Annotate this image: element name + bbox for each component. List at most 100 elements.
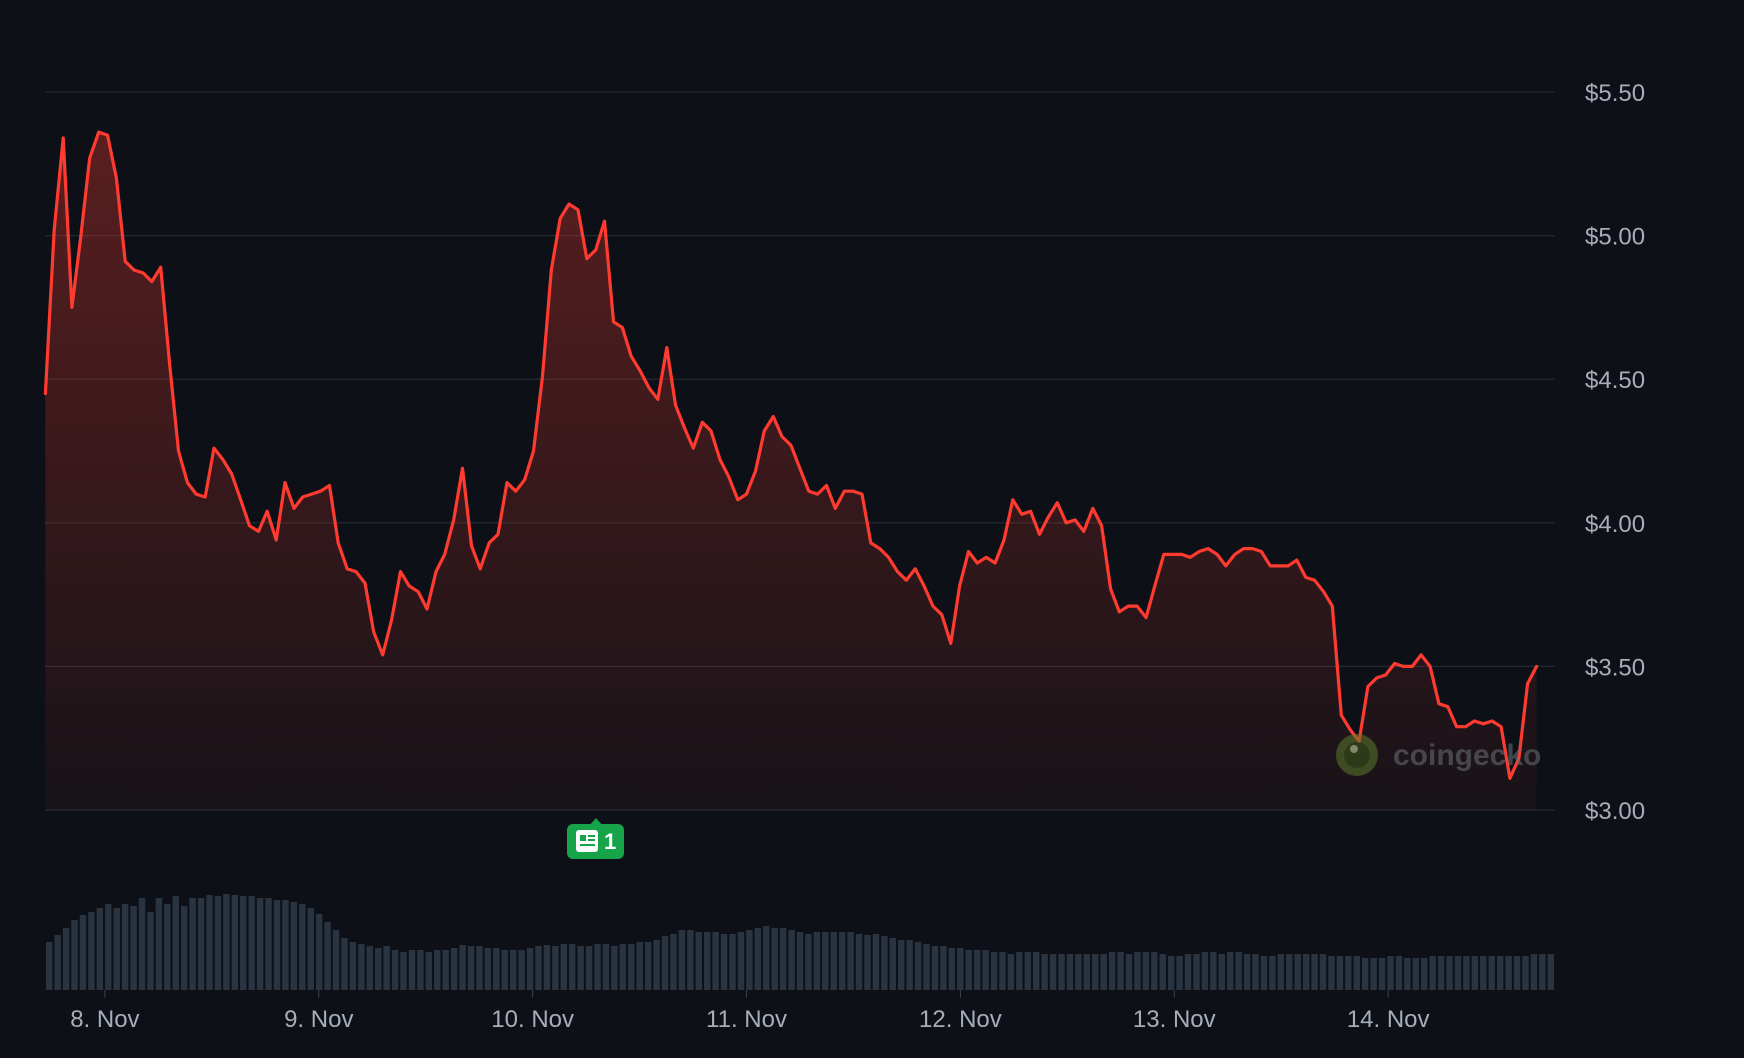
volume-bar (847, 932, 854, 990)
volume-bar (256, 898, 264, 990)
x-axis-tick-labels: 8. Nov 9. Nov 10. Nov 11. Nov 12. Nov 13. Nov… (70, 990, 1430, 1033)
volume-bar (1311, 954, 1318, 990)
volume-bar (543, 945, 551, 990)
volume-bar (206, 895, 213, 990)
volume-bar (594, 944, 601, 990)
volume-bar (46, 942, 53, 990)
watermark-text: coingecko (1393, 739, 1541, 772)
volume-bar (779, 928, 787, 990)
volume-bar (771, 928, 778, 990)
volume-bar (1336, 956, 1344, 990)
volume-bar (1286, 954, 1293, 990)
volume-bar (1513, 956, 1521, 990)
volume-bar (54, 935, 61, 990)
volume-bar (1218, 954, 1226, 990)
volume-bar (982, 950, 989, 990)
volume-bar (644, 942, 652, 990)
volume-bar (501, 950, 508, 990)
volume-bar (1522, 956, 1529, 990)
volume-bar (1210, 952, 1217, 990)
volume-bar (315, 914, 323, 990)
volume-bar (1260, 956, 1268, 990)
volume-bar (71, 920, 78, 990)
x-tick-label: 14. Nov (1347, 1006, 1430, 1033)
volume-bar (864, 935, 871, 990)
newspaper-icon (576, 830, 598, 852)
volume-bar (1463, 956, 1470, 990)
x-tick-label: 13. Nov (1133, 1006, 1216, 1033)
y-tick-label: $3.50 (1585, 654, 1645, 681)
volume-bar (805, 934, 812, 990)
volume-bar (88, 912, 95, 990)
volume-bar (1134, 952, 1141, 990)
volume-bar (164, 904, 171, 990)
volume-bar (585, 946, 593, 990)
volume-bar (678, 930, 686, 990)
volume-bar (1159, 954, 1166, 990)
volume-bar (450, 948, 458, 990)
volume-bar (1252, 954, 1259, 990)
volume-bar (518, 950, 525, 990)
volume-bar (391, 950, 399, 990)
y-tick-label: $4.50 (1585, 367, 1645, 394)
volume-bar (569, 944, 576, 990)
volume-bar (299, 904, 306, 990)
volume-bar (965, 950, 972, 990)
volume-bar (1176, 956, 1183, 990)
volume-bar (1277, 954, 1285, 990)
volume-bar (737, 932, 745, 990)
volume-bar (349, 942, 357, 990)
y-tick-label: $5.00 (1585, 224, 1645, 251)
volume-bar (1345, 956, 1352, 990)
volume-bar (914, 942, 922, 990)
volume-bar (1395, 956, 1403, 990)
volume-bar (1227, 952, 1234, 990)
volume-bar (1480, 956, 1487, 990)
volume-bar (838, 932, 846, 990)
volume-bar (526, 948, 534, 990)
volume-bar (147, 912, 154, 990)
volume-bar (1387, 956, 1394, 990)
volume-bar (1075, 954, 1082, 990)
news-badge[interactable]: 1 (567, 818, 624, 859)
volume-bar (1404, 958, 1411, 990)
volume-bar (1092, 954, 1099, 990)
volume-bar (1505, 956, 1512, 990)
volume-bar (383, 946, 390, 990)
volume-bar (1302, 954, 1310, 990)
volume-bar (1117, 952, 1124, 990)
volume-bar (898, 940, 905, 990)
volume-bar (265, 898, 272, 990)
x-tick-label: 12. Nov (919, 1006, 1002, 1033)
volume-bar (1243, 954, 1251, 990)
volume-bar (872, 934, 880, 990)
price-area-fill (45, 132, 1537, 810)
volume-bar (493, 948, 500, 990)
volume-bar (408, 950, 416, 990)
volume-bar (180, 906, 188, 990)
volume-bar (754, 928, 762, 990)
volume-bar (307, 908, 314, 990)
volume-bar (855, 934, 863, 990)
volume-bar (105, 904, 112, 990)
volume-bar (172, 896, 179, 990)
volume-bar (1201, 952, 1209, 990)
volume-bar (1446, 956, 1453, 990)
volume-bar (670, 934, 677, 990)
volume-bar (484, 948, 492, 990)
volume-bar (999, 952, 1006, 990)
volume-bar (155, 898, 163, 990)
volume-bar (240, 896, 247, 990)
volume-bar (1361, 958, 1369, 990)
x-tick-label: 10. Nov (491, 1006, 574, 1033)
volume-bar (1429, 956, 1436, 990)
volume-bar (1142, 952, 1150, 990)
volume-bar (695, 932, 702, 990)
volume-bars (46, 894, 1554, 990)
volume-bar (1319, 954, 1327, 990)
volume-bar (796, 932, 804, 990)
volume-bar (1235, 952, 1242, 990)
volume-bar (535, 946, 542, 990)
y-tick-label: $5.50 (1585, 80, 1645, 107)
volume-bar (729, 934, 736, 990)
